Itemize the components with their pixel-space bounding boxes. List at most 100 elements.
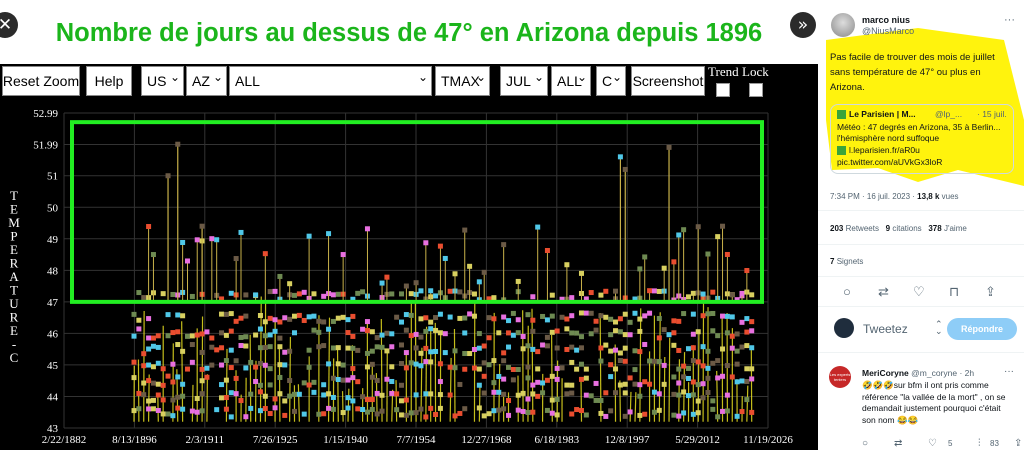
- reply-likes-count: 5: [948, 439, 953, 448]
- author-avatar[interactable]: [831, 13, 855, 37]
- data-point: [690, 290, 696, 296]
- reply-more-icon[interactable]: ···: [1004, 366, 1014, 377]
- reply-input[interactable]: Tweetez: [863, 322, 908, 336]
- data-point: [583, 296, 589, 302]
- day-select[interactable]: ALL: [551, 66, 591, 96]
- reset-zoom-button[interactable]: Reset Zoom: [2, 66, 80, 96]
- data-point: [744, 397, 750, 403]
- tweet-timestamp: 7:34 PM · 16 juil. 2023 · 13,8 k vues: [830, 192, 959, 201]
- data-point: [681, 389, 687, 395]
- bookmark-icon[interactable]: ⊓: [949, 284, 960, 299]
- quotes-count[interactable]: 9: [885, 224, 891, 233]
- data-point: [399, 398, 405, 404]
- reply-views-icon[interactable]: ⫶: [978, 438, 981, 449]
- help-button[interactable]: Help: [86, 66, 132, 96]
- data-point: [637, 412, 643, 418]
- data-point: [223, 358, 229, 364]
- reply-views-count: 83: [990, 439, 999, 448]
- data-point: [350, 366, 356, 372]
- data-spike: [341, 391, 344, 422]
- retweet-icon[interactable]: ⇄: [878, 284, 889, 299]
- data-point: [690, 392, 696, 398]
- data-point: [720, 373, 726, 379]
- metric-select[interactable]: TMAX: [435, 66, 490, 96]
- data-point: [267, 411, 273, 417]
- data-point: [209, 362, 215, 368]
- media-viewer: Nombre de jours au dessus de 47° en Ariz…: [0, 0, 818, 450]
- data-point: [564, 346, 570, 352]
- bookmarks-stat[interactable]: 7 Signets: [830, 257, 863, 266]
- data-point: [170, 413, 176, 419]
- next-media-button[interactable]: »: [790, 12, 816, 38]
- trend-checkbox[interactable]: [716, 83, 730, 97]
- data-point: [418, 350, 424, 356]
- reply-share-icon[interactable]: ⇪: [1014, 438, 1023, 449]
- data-point: [399, 342, 405, 348]
- data-point: [146, 346, 152, 352]
- station-select[interactable]: ALL: [229, 66, 432, 96]
- likes-count[interactable]: 378: [928, 224, 942, 233]
- data-point: [180, 406, 186, 412]
- y-axis-ticks: 52.99 51.99 51 50 49 48 47 46 45 44 43: [33, 108, 58, 435]
- data-point: [544, 317, 550, 323]
- data-point: [155, 333, 161, 339]
- data-point: [676, 366, 682, 372]
- data-point: [355, 379, 361, 385]
- data-point: [189, 359, 195, 365]
- data-point: [462, 351, 468, 357]
- reply-icon[interactable]: ○: [843, 284, 851, 299]
- data-point: [150, 252, 156, 258]
- screenshot-button[interactable]: Screenshot: [631, 66, 705, 96]
- quote-pic-link[interactable]: pic.twitter.com/aUVkGx3loR: [837, 157, 943, 167]
- data-point: [262, 362, 268, 368]
- reply-button[interactable]: Répondre: [947, 318, 1017, 340]
- month-select[interactable]: JUL: [500, 66, 548, 96]
- data-point: [578, 310, 584, 316]
- data-point: [316, 318, 322, 324]
- retweets-label[interactable]: Retweets: [845, 224, 879, 233]
- reply-like-icon[interactable]: ♡: [928, 438, 937, 449]
- data-point: [437, 330, 443, 336]
- data-point: [399, 412, 405, 418]
- close-viewer-button[interactable]: ✕: [0, 12, 18, 38]
- author-handle[interactable]: @NiusMarco: [862, 26, 915, 36]
- retweets-count[interactable]: 203: [830, 224, 844, 233]
- likes-label[interactable]: J'aime: [943, 224, 967, 233]
- reply-author[interactable]: MeriCoryne @m_coryne · 2h: [862, 368, 974, 378]
- quotes-label[interactable]: citations: [892, 224, 922, 233]
- data-point: [510, 377, 516, 383]
- data-point: [729, 374, 735, 380]
- data-point: [481, 413, 487, 419]
- data-point: [277, 273, 283, 279]
- data-point: [267, 332, 273, 338]
- quote-link[interactable]: l.leparisien.fr/aR0u: [849, 145, 920, 155]
- lock-checkbox[interactable]: [749, 83, 763, 97]
- state-select[interactable]: AZ: [186, 66, 227, 96]
- data-point: [467, 311, 473, 317]
- avatar-text: Les experts tenters: [829, 372, 851, 382]
- data-point: [428, 288, 434, 294]
- data-point: [578, 376, 584, 382]
- author-name[interactable]: marco nius: [862, 15, 911, 25]
- more-icon[interactable]: ···: [1004, 14, 1015, 26]
- data-spike: [658, 312, 661, 422]
- data-point: [549, 313, 555, 319]
- data-point: [574, 347, 580, 353]
- data-point: [549, 397, 555, 403]
- reply-reply-icon[interactable]: ○: [862, 438, 869, 449]
- data-point: [282, 412, 288, 418]
- data-point: [457, 381, 463, 387]
- reply-retweet-icon[interactable]: ⇄: [894, 438, 903, 449]
- share-icon[interactable]: ⇪: [985, 284, 996, 299]
- unit-select[interactable]: C: [596, 66, 626, 96]
- reply-author-avatar[interactable]: Les experts tenters: [829, 366, 851, 388]
- data-point: [287, 378, 293, 384]
- quoted-tweet[interactable]: Le Parisien | M... @lp_... · 15 juil. Mé…: [830, 104, 1014, 174]
- data-point: [180, 348, 186, 354]
- like-icon[interactable]: ♡: [913, 284, 925, 299]
- reply-chevron-icon[interactable]: ⌃ ⌄: [935, 319, 943, 336]
- data-point: [501, 391, 507, 397]
- data-point: [520, 346, 526, 352]
- country-select[interactable]: US: [141, 66, 184, 96]
- data-point: [729, 333, 735, 339]
